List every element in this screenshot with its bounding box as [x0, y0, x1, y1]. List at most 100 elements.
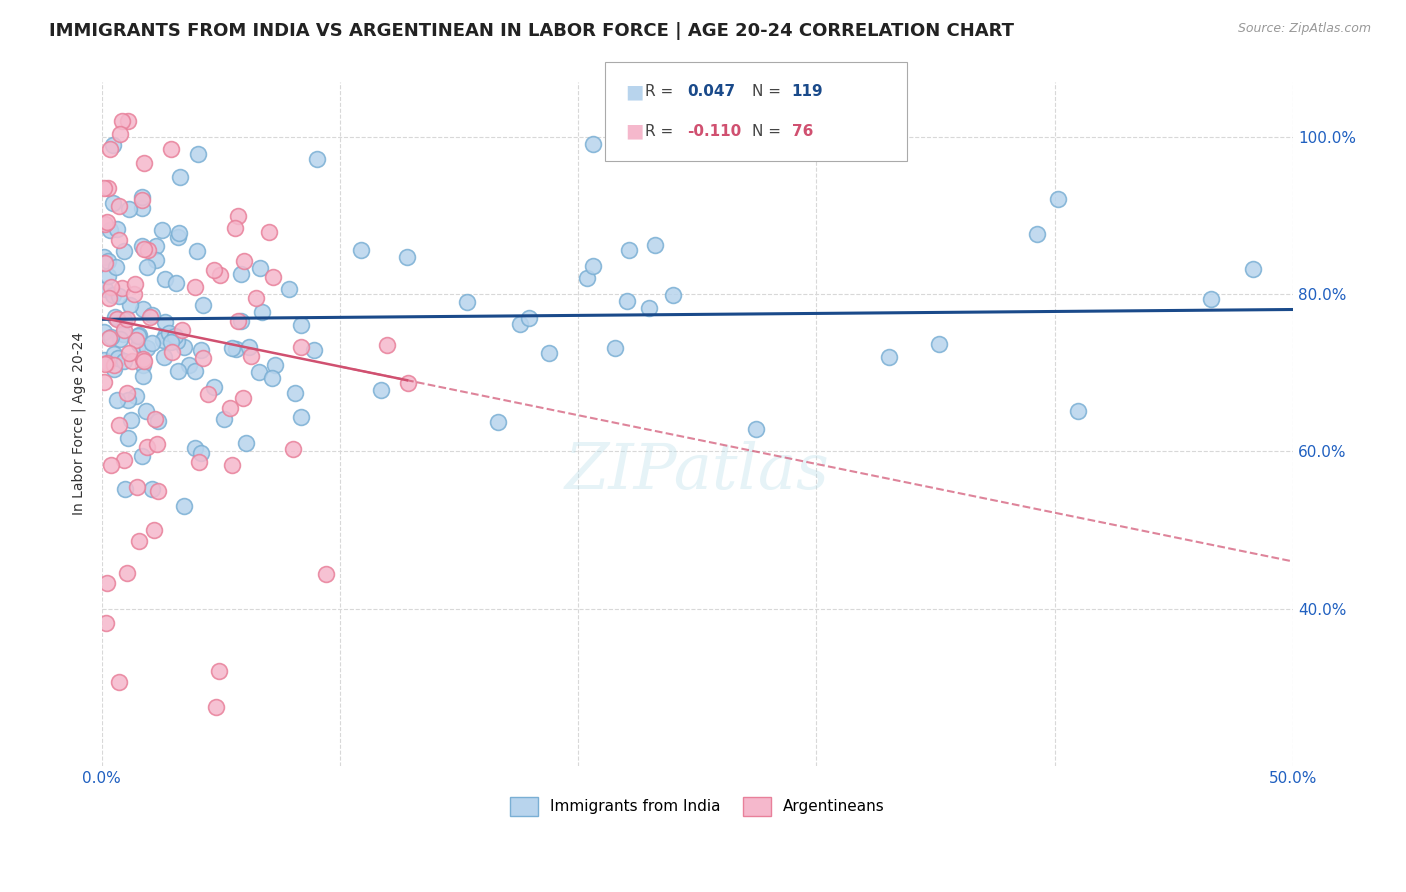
Point: [94, 256, 117, 270]
Point: [290, 340, 312, 354]
Point: [117, 114, 139, 128]
Point: [1199, 293, 1222, 307]
Point: [264, 358, 287, 372]
Point: [238, 340, 260, 354]
Point: [576, 270, 599, 285]
Point: [184, 364, 207, 378]
Point: [1241, 262, 1264, 277]
Point: [141, 482, 163, 496]
Point: [260, 371, 283, 385]
Point: [141, 308, 163, 322]
Point: [98, 141, 121, 155]
Point: [193, 298, 215, 312]
Text: ■: ■: [626, 121, 644, 141]
Point: [395, 250, 418, 264]
Point: [101, 137, 124, 152]
Point: [235, 435, 257, 450]
Text: N =: N =: [752, 124, 786, 138]
Point: [370, 383, 392, 397]
Point: [131, 190, 153, 204]
Point: [141, 335, 163, 350]
Point: [97, 253, 120, 268]
Point: [108, 675, 131, 690]
Point: [153, 328, 176, 343]
Point: [302, 343, 325, 357]
Point: [177, 358, 200, 372]
Point: [111, 281, 134, 295]
Point: [187, 147, 209, 161]
Point: [104, 310, 127, 325]
Point: [247, 365, 270, 379]
Point: [134, 242, 156, 256]
Point: [517, 310, 540, 325]
Point: [124, 277, 146, 291]
Point: [166, 334, 188, 348]
Point: [97, 331, 120, 345]
Point: [603, 341, 626, 355]
Point: [232, 392, 254, 406]
Point: [644, 237, 666, 252]
Point: [115, 312, 138, 326]
Point: [108, 418, 131, 433]
Point: [100, 280, 122, 294]
Point: [169, 169, 191, 184]
Point: [225, 342, 247, 356]
Point: [928, 336, 950, 351]
Point: [152, 333, 174, 347]
Point: [205, 699, 228, 714]
Point: [118, 346, 141, 360]
Point: [184, 441, 207, 455]
Point: [744, 422, 766, 436]
Point: [131, 239, 153, 253]
Point: [107, 351, 129, 366]
Point: [93, 325, 115, 339]
Point: [100, 458, 122, 473]
Point: [112, 313, 135, 327]
Point: [616, 293, 638, 308]
Point: [166, 364, 188, 378]
Point: [112, 244, 135, 258]
Point: [145, 253, 167, 268]
Point: [165, 329, 187, 343]
Point: [146, 414, 169, 428]
Point: [167, 230, 190, 244]
Point: [96, 576, 118, 591]
Point: [173, 340, 195, 354]
Point: [278, 282, 301, 296]
Point: [262, 270, 284, 285]
Point: [233, 254, 256, 268]
Point: [128, 533, 150, 548]
Point: [170, 323, 193, 337]
Point: [100, 330, 122, 344]
Point: [97, 268, 120, 283]
Point: [202, 262, 225, 277]
Point: [224, 221, 246, 235]
Point: [131, 449, 153, 463]
Point: [184, 280, 207, 294]
Point: [103, 359, 125, 373]
Point: [226, 209, 249, 223]
Point: [191, 351, 214, 365]
Point: [221, 342, 243, 356]
Point: [103, 195, 125, 210]
Point: [1067, 404, 1090, 418]
Point: [97, 181, 120, 195]
Point: [128, 327, 150, 342]
Point: [153, 271, 176, 285]
Point: [136, 244, 159, 258]
Point: [103, 361, 125, 376]
Point: [250, 304, 273, 318]
Point: [114, 482, 136, 496]
Point: [132, 351, 155, 366]
Point: [307, 152, 329, 166]
Point: [221, 458, 243, 472]
Point: [143, 411, 166, 425]
Point: [396, 376, 419, 390]
Legend: Immigrants from India, Argentineans: Immigrants from India, Argentineans: [502, 789, 893, 823]
Point: [111, 114, 134, 128]
Point: [229, 314, 252, 328]
Point: [132, 369, 155, 384]
Point: [117, 393, 139, 408]
Point: [139, 310, 162, 324]
Point: [582, 260, 605, 274]
